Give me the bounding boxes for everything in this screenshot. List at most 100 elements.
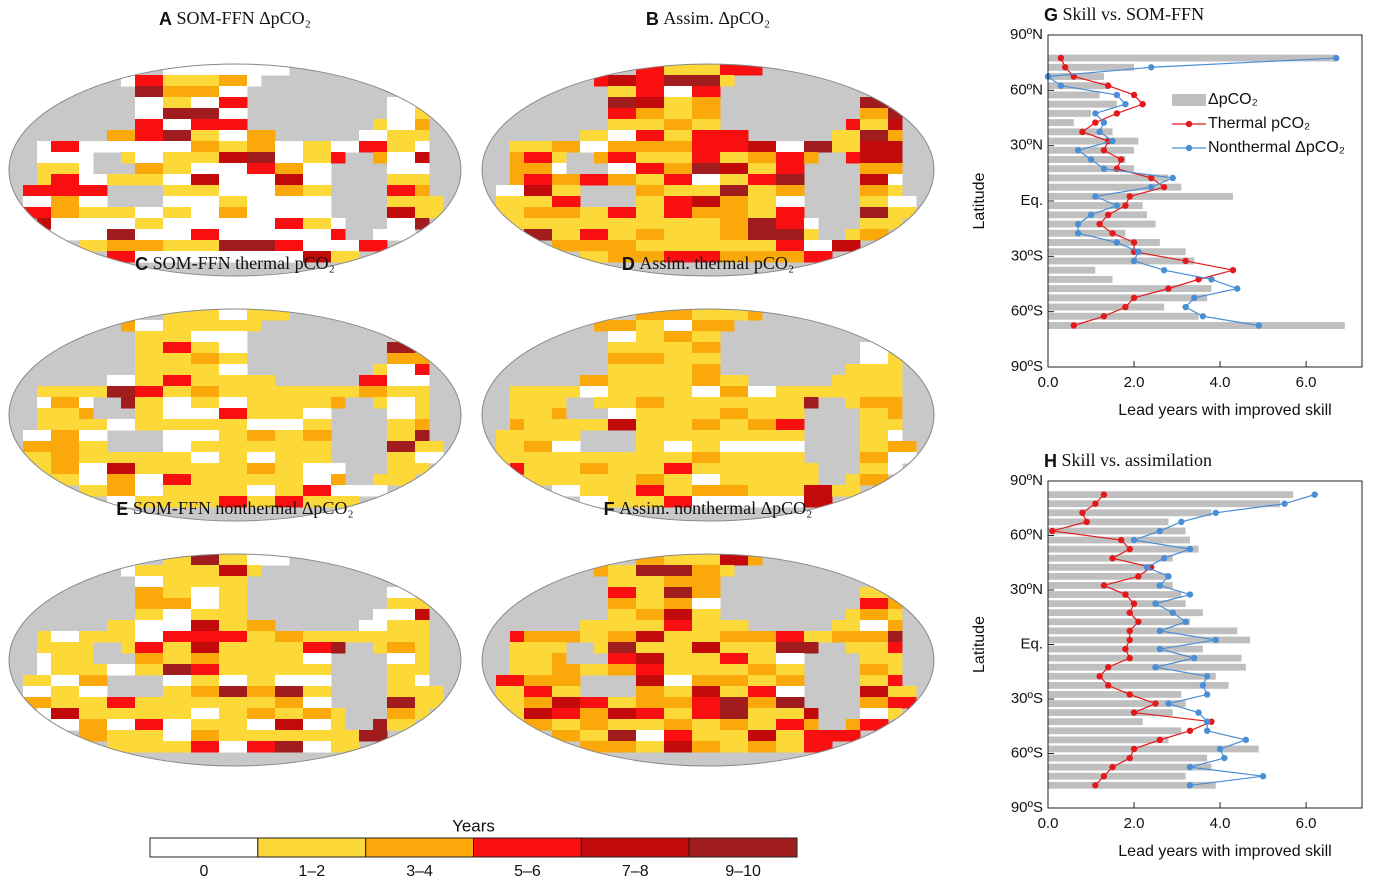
map-cell xyxy=(650,141,665,153)
map-cell xyxy=(664,218,679,230)
map-cell xyxy=(233,86,248,98)
map-cell xyxy=(874,218,889,230)
map-cell xyxy=(692,320,707,332)
map-cell xyxy=(219,375,234,387)
point xyxy=(1109,555,1115,561)
map-cell xyxy=(219,130,234,142)
map-cell xyxy=(874,408,889,420)
map-cell xyxy=(650,163,665,175)
map-cell xyxy=(734,697,749,709)
map-cell xyxy=(163,375,178,387)
map-cell xyxy=(205,730,220,742)
map-cell xyxy=(205,741,220,753)
map-cell xyxy=(832,485,847,497)
map-cell xyxy=(888,163,903,175)
map-cell xyxy=(678,463,693,475)
map-cell xyxy=(636,64,651,76)
map-cell xyxy=(303,207,318,219)
map-cell xyxy=(205,719,220,731)
map-cell xyxy=(622,152,637,164)
map-cell xyxy=(608,130,623,142)
map-cell xyxy=(401,408,416,420)
map-cell xyxy=(552,218,567,230)
map-cell xyxy=(692,174,707,186)
map-cell xyxy=(846,609,861,621)
map-cell xyxy=(149,397,164,409)
map-cell xyxy=(664,408,679,420)
map-cell xyxy=(678,653,693,665)
map-cell xyxy=(706,609,721,621)
map-cell xyxy=(401,141,416,153)
map-cell xyxy=(219,485,234,497)
map-cell xyxy=(664,485,679,497)
map-cell xyxy=(289,408,304,420)
map-cell xyxy=(177,75,192,87)
map-cell xyxy=(205,664,220,676)
map-cell xyxy=(664,386,679,398)
map-cell xyxy=(401,218,416,230)
map-cell xyxy=(650,741,665,753)
map-cell xyxy=(720,664,735,676)
map-cell xyxy=(233,686,248,698)
map-cell xyxy=(678,485,693,497)
map-cell xyxy=(734,452,749,464)
map-cell xyxy=(580,229,595,241)
map-cell xyxy=(804,141,819,153)
map-cell xyxy=(135,719,150,731)
map-cell xyxy=(191,152,206,164)
map-cell xyxy=(415,397,430,409)
map-cell xyxy=(65,185,80,197)
map-cell xyxy=(205,130,220,142)
map-cell xyxy=(720,75,735,87)
map-cell xyxy=(107,375,122,387)
map-cell xyxy=(177,598,192,610)
map-cell xyxy=(177,474,192,486)
map-cell xyxy=(37,441,52,453)
map-cell xyxy=(776,675,791,687)
map-cell xyxy=(233,653,248,665)
map-cell xyxy=(720,130,735,142)
map-cell xyxy=(205,485,220,497)
map-cell xyxy=(233,309,248,321)
map-cell xyxy=(247,375,262,387)
point xyxy=(1182,258,1188,264)
map-cell xyxy=(387,141,402,153)
map-cell xyxy=(566,229,581,241)
point xyxy=(1101,313,1107,319)
map-cell xyxy=(692,430,707,442)
map-cell xyxy=(149,86,164,98)
point xyxy=(1127,193,1133,199)
map-cell xyxy=(163,386,178,398)
map-cell xyxy=(650,730,665,742)
map-cell xyxy=(149,331,164,343)
map-cell xyxy=(163,185,178,197)
map-cell xyxy=(401,598,416,610)
map-cell xyxy=(205,320,220,332)
map-title: F Assim. nonthermal ΔpCO₂ xyxy=(604,498,813,519)
point xyxy=(1131,92,1137,98)
map-cell xyxy=(804,730,819,742)
map-cell xyxy=(538,386,553,398)
map-title: B Assim. ΔpCO₂ xyxy=(646,8,770,29)
map-cell xyxy=(860,408,875,420)
map-cell xyxy=(205,75,220,87)
panel-letter: B xyxy=(646,9,659,29)
map-cell xyxy=(804,386,819,398)
map-cell xyxy=(846,152,861,164)
map-cell xyxy=(233,185,248,197)
map-cell xyxy=(65,174,80,186)
map-cell xyxy=(664,675,679,687)
map-cell xyxy=(317,141,332,153)
map-cell xyxy=(415,163,430,175)
map-cell xyxy=(524,419,539,431)
map-cell xyxy=(51,419,66,431)
map-cell xyxy=(608,353,623,365)
map-cell xyxy=(566,240,581,252)
map-cell xyxy=(622,375,637,387)
map-cell xyxy=(219,320,234,332)
map-cell xyxy=(275,240,290,252)
map-cell xyxy=(275,163,290,175)
map-cell xyxy=(177,452,192,464)
map-cell xyxy=(776,207,791,219)
point xyxy=(1101,166,1107,172)
